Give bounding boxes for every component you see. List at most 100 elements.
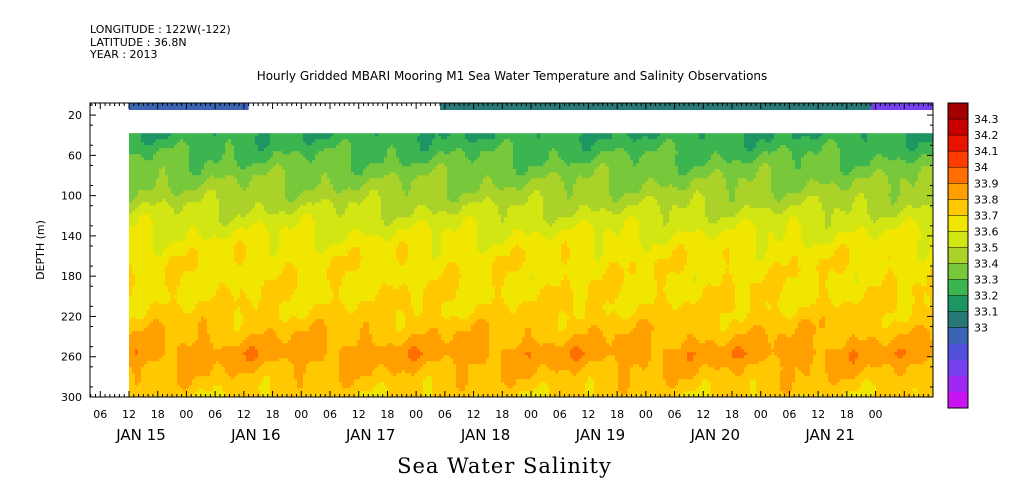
heatmap-cell [144, 358, 147, 361]
heatmap-cell [285, 244, 288, 247]
heatmap-cell [186, 133, 189, 136]
heatmap-cell [156, 223, 159, 226]
heatmap-cell [276, 385, 279, 388]
heatmap-cell [159, 193, 162, 196]
heatmap-cell [231, 160, 234, 163]
heatmap-cell [276, 367, 279, 370]
heatmap-cell [186, 355, 189, 358]
heatmap-cell [222, 154, 225, 157]
heatmap-cell [129, 139, 132, 142]
heatmap-cell [150, 256, 153, 259]
heatmap-cell [150, 148, 153, 151]
heatmap-cell [156, 208, 159, 211]
heatmap-cell [210, 217, 213, 220]
heatmap-cell [141, 235, 144, 238]
heatmap-cell [168, 328, 171, 331]
heatmap-cell [288, 316, 291, 319]
heatmap-cell [219, 373, 222, 376]
heatmap-cell [240, 139, 243, 142]
heatmap-cell [132, 253, 135, 256]
heatmap-cell [261, 277, 264, 280]
heatmap-cell [267, 388, 270, 391]
heatmap-cell [264, 271, 267, 274]
heatmap-cell [168, 238, 171, 241]
heatmap-cell [207, 235, 210, 238]
heatmap-cell [153, 211, 156, 214]
heatmap-cell [267, 247, 270, 250]
heatmap-cell [207, 373, 210, 376]
heatmap-cell [183, 352, 186, 355]
heatmap-cell [180, 196, 183, 199]
heatmap-cell [273, 229, 276, 232]
heatmap-cell [186, 310, 189, 313]
heatmap-cell [207, 142, 210, 145]
heatmap-cell [183, 178, 186, 181]
heatmap-cell [144, 223, 147, 226]
heatmap-cell [219, 313, 222, 316]
heatmap-cell [141, 277, 144, 280]
heatmap-cell [159, 253, 162, 256]
heatmap-cell [144, 181, 147, 184]
heatmap-cell [204, 133, 207, 136]
heatmap-cell [147, 247, 150, 250]
heatmap-cell [297, 292, 300, 295]
heatmap-cell [174, 136, 177, 139]
heatmap-cell [177, 136, 180, 139]
heatmap-cell [204, 139, 207, 142]
heatmap-cell [180, 253, 183, 256]
heatmap-cell [276, 235, 279, 238]
heatmap-cell [147, 133, 150, 136]
heatmap-cell [273, 232, 276, 235]
heatmap-cell [222, 184, 225, 187]
heatmap-cell [234, 223, 237, 226]
heatmap-cell [186, 367, 189, 370]
heatmap-cell [237, 259, 240, 262]
heatmap-cell [219, 316, 222, 319]
heatmap-cell [132, 343, 135, 346]
heatmap-cell [132, 160, 135, 163]
heatmap-cell [291, 274, 294, 277]
heatmap-cell [195, 364, 198, 367]
heatmap-cell [297, 148, 300, 151]
heatmap-cell [213, 304, 216, 307]
heatmap-cell [216, 184, 219, 187]
heatmap-cell [171, 262, 174, 265]
heatmap-cell [162, 160, 165, 163]
heatmap-cell [273, 385, 276, 388]
heatmap-cell [180, 313, 183, 316]
heatmap-cell [168, 202, 171, 205]
heatmap-cell [204, 382, 207, 385]
heatmap-cell [270, 154, 273, 157]
heatmap-cell [156, 370, 159, 373]
heatmap-cell [213, 175, 216, 178]
heatmap-cell [153, 316, 156, 319]
heatmap-cell [186, 346, 189, 349]
heatmap-cell [261, 340, 264, 343]
heatmap-cell [279, 202, 282, 205]
heatmap-cell [231, 157, 234, 160]
heatmap-cell [144, 328, 147, 331]
heatmap-cell [255, 202, 258, 205]
heatmap-cell [267, 385, 270, 388]
heatmap-cell [252, 199, 255, 202]
heatmap-cell [138, 166, 141, 169]
heatmap-cell [144, 301, 147, 304]
heatmap-cell [192, 334, 195, 337]
heatmap-cell [291, 217, 294, 220]
heatmap-cell [204, 268, 207, 271]
heatmap-cell [267, 220, 270, 223]
heatmap-cell [252, 337, 255, 340]
heatmap-cell [246, 208, 249, 211]
heatmap-cell [285, 355, 288, 358]
heatmap-cell [219, 268, 222, 271]
heatmap-cell [225, 316, 228, 319]
heatmap-cell [216, 343, 219, 346]
heatmap-cell [234, 388, 237, 391]
heatmap-cell [207, 343, 210, 346]
heatmap-cell [228, 373, 231, 376]
heatmap-cell [165, 361, 168, 364]
heatmap-cell [186, 256, 189, 259]
heatmap-cell [165, 289, 168, 292]
heatmap-cell [270, 286, 273, 289]
heatmap-cell [276, 226, 279, 229]
